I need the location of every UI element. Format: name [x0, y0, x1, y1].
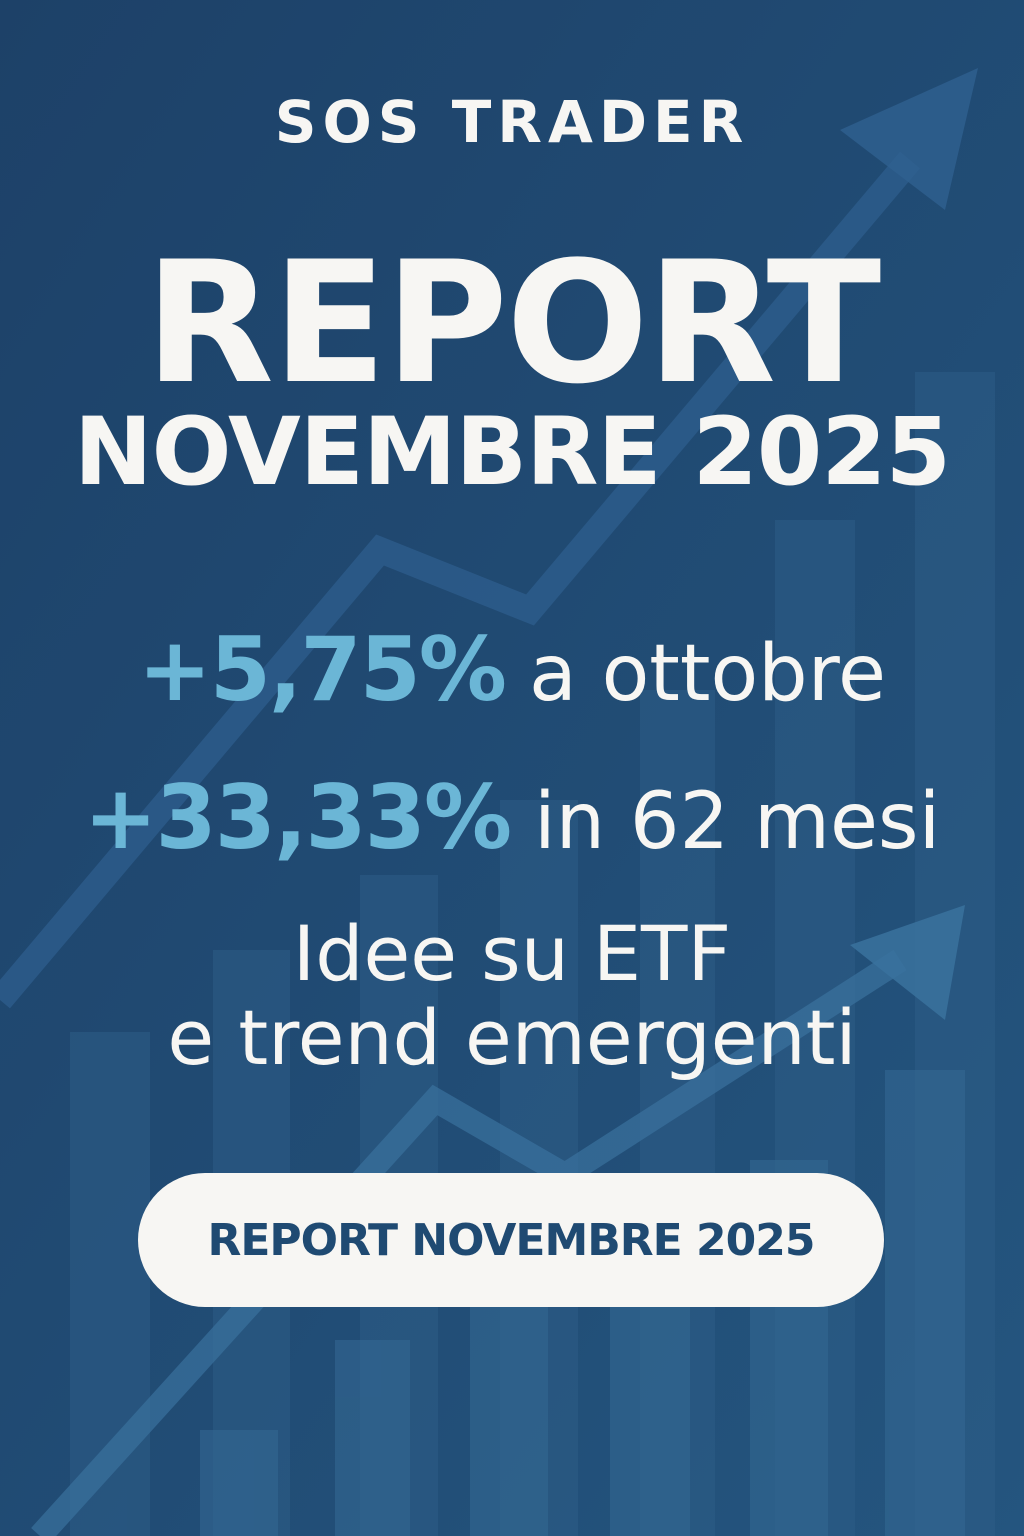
stat-label: a ottobre [528, 629, 887, 719]
cta-label: REPORT NOVEMBRE 2025 [207, 1214, 815, 1266]
stat-value: +5,75% [137, 618, 507, 721]
stat-label: in 62 mesi [534, 777, 941, 867]
tagline: Idee su ETF e trend emergenti [0, 912, 1024, 1080]
tagline-line: Idee su ETF [292, 909, 732, 998]
trend-arrow-up-icon [0, 151, 920, 1009]
brand-name: SOS TRADER [274, 88, 750, 156]
bg-bar [885, 1070, 965, 1536]
tagline-line: e trend emergenti [167, 993, 857, 1082]
stat-monthly: +5,75% a ottobre [0, 618, 1024, 721]
bg-bar [200, 1430, 278, 1536]
stat-value: +33,33% [83, 766, 512, 869]
page-title: REPORT [144, 225, 881, 421]
page-subtitle: NOVEMBRE 2025 [73, 398, 951, 507]
stat-total: +33,33% in 62 mesi [0, 766, 1024, 869]
report-cta-button[interactable]: REPORT NOVEMBRE 2025 [138, 1173, 884, 1307]
trend-arrow-up-icon [31, 949, 907, 1536]
bg-bar [335, 1340, 410, 1536]
arrow-head-icon [840, 68, 978, 210]
arrow-head-icon [850, 905, 965, 1020]
